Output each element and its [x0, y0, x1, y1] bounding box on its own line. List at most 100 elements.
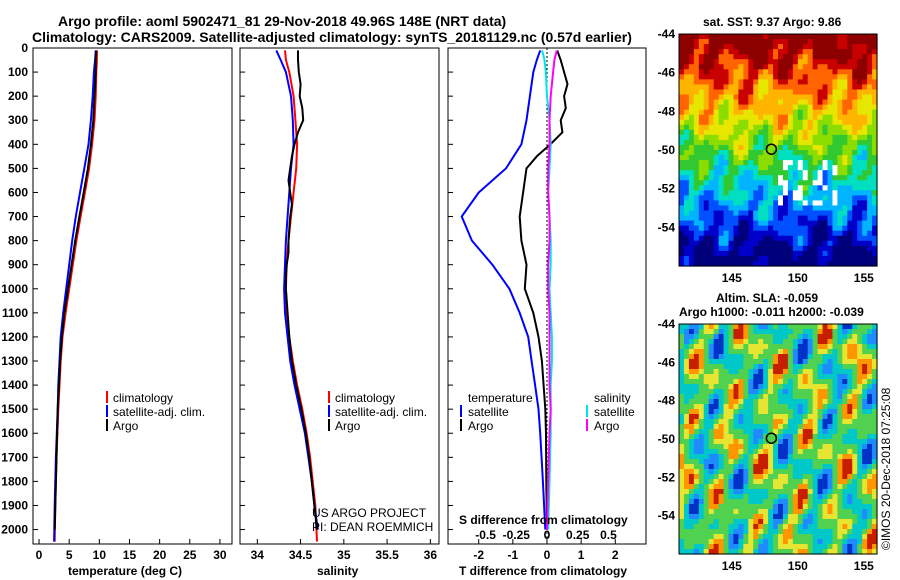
heatmap-cell	[847, 389, 853, 395]
heatmap-cell	[748, 89, 754, 96]
heatmap-cell	[782, 379, 789, 385]
heatmap-cell	[832, 519, 838, 525]
heatmap-cell	[768, 235, 774, 242]
heatmap-cell	[753, 235, 759, 242]
heatmap-cell	[837, 414, 843, 420]
heatmap-cell	[812, 150, 819, 156]
heatmap-cell	[733, 144, 739, 151]
heatmap-cell	[832, 89, 838, 96]
heatmap-cell	[733, 479, 739, 485]
heatmap-cell	[792, 409, 799, 415]
heatmap-cell	[797, 114, 804, 121]
heatmap-cell	[728, 129, 735, 136]
heatmap-cell	[733, 139, 739, 146]
heatmap-cell	[782, 369, 789, 375]
heatmap-cell	[778, 64, 784, 70]
heatmap-cell	[857, 444, 863, 450]
heatmap-cell	[753, 64, 759, 70]
heatmap-cell	[792, 114, 799, 121]
heatmap-cell	[713, 260, 720, 267]
heatmap-cell	[679, 464, 685, 470]
heatmap-cell	[679, 155, 685, 161]
heatmap-cell	[837, 454, 843, 460]
heatmap-cell	[763, 99, 769, 106]
heatmap-cell	[723, 220, 730, 227]
heatmap-cell	[807, 245, 814, 252]
heatmap-cell	[867, 215, 873, 222]
heatmap-cell	[817, 484, 824, 490]
heatmap-cell	[822, 334, 829, 340]
heatmap-cell	[867, 109, 873, 116]
heatmap-cell	[748, 354, 754, 360]
heatmap-cell	[827, 250, 834, 257]
heatmap-cell	[753, 464, 759, 470]
heatmap-cell	[683, 225, 690, 232]
heatmap-cell	[847, 180, 853, 186]
heatmap-cell	[773, 190, 779, 196]
heatmap-cell	[723, 235, 730, 242]
heatmap-cell	[683, 524, 690, 530]
heatmap-cell	[832, 409, 838, 415]
heatmap-cell	[812, 99, 819, 106]
heatmap-cell	[713, 444, 720, 450]
heatmap-cell	[768, 129, 774, 136]
heatmap-cell	[867, 210, 873, 217]
heatmap-cell	[778, 124, 784, 131]
lat-tick-label: -48	[658, 394, 676, 408]
heatmap-cell	[718, 394, 725, 400]
heatmap-cell	[768, 144, 774, 151]
heatmap-cell	[847, 369, 853, 375]
heatmap-cell	[763, 339, 769, 345]
heatmap-cell	[738, 49, 744, 55]
heatmap-cell	[683, 384, 690, 390]
heatmap-cell	[773, 389, 779, 395]
heatmap-cell	[852, 449, 858, 455]
heatmap-cell	[837, 404, 843, 410]
heatmap-cell	[782, 175, 789, 181]
heatmap-cell	[773, 235, 779, 242]
heatmap-cell	[857, 509, 863, 515]
heatmap-cell	[852, 114, 858, 121]
heatmap-cell	[817, 494, 824, 500]
heatmap-cell	[832, 215, 838, 222]
heatmap-cell	[857, 399, 863, 405]
heatmap-cell	[867, 175, 873, 181]
heatmap-cell	[688, 399, 695, 405]
heatmap-cell	[693, 150, 700, 156]
heatmap-cell	[768, 354, 774, 360]
heatmap-cell	[802, 34, 809, 40]
heatmap-cell	[867, 404, 873, 410]
heatmap-cell	[782, 84, 789, 91]
heatmap-cell	[867, 544, 873, 550]
heatmap-cell	[713, 215, 720, 222]
heatmap-cell	[827, 539, 834, 545]
heatmap-cell	[832, 260, 838, 267]
heatmap-cell	[817, 339, 824, 345]
depth-tick-label: 1500	[1, 402, 28, 416]
heatmap-cell	[802, 89, 809, 96]
heatmap-cell	[852, 469, 858, 475]
heatmap-cell	[768, 404, 774, 410]
heatmap-cell	[782, 34, 789, 40]
heatmap-cell	[763, 114, 769, 121]
heatmap-cell	[753, 104, 759, 111]
heatmap-cell	[812, 474, 819, 480]
heatmap-cell	[693, 210, 700, 217]
heatmap-cell	[763, 215, 769, 222]
heatmap-cell	[822, 519, 829, 525]
heatmap-cell	[847, 459, 853, 465]
heatmap-cell	[847, 414, 853, 420]
heatmap-cell	[728, 549, 735, 555]
heatmap-cell	[768, 39, 774, 45]
heatmap-cell	[698, 190, 705, 196]
heatmap-cell	[792, 474, 799, 480]
heatmap-cell	[718, 549, 725, 555]
heatmap-cell	[679, 479, 685, 485]
heatmap-cell	[728, 524, 735, 530]
heatmap-cell	[748, 255, 754, 262]
heatmap-cell	[753, 359, 759, 365]
heatmap-cell	[778, 439, 784, 445]
heatmap-cell	[773, 49, 779, 55]
heatmap-cell	[807, 210, 814, 217]
heatmap-cell	[713, 439, 720, 445]
